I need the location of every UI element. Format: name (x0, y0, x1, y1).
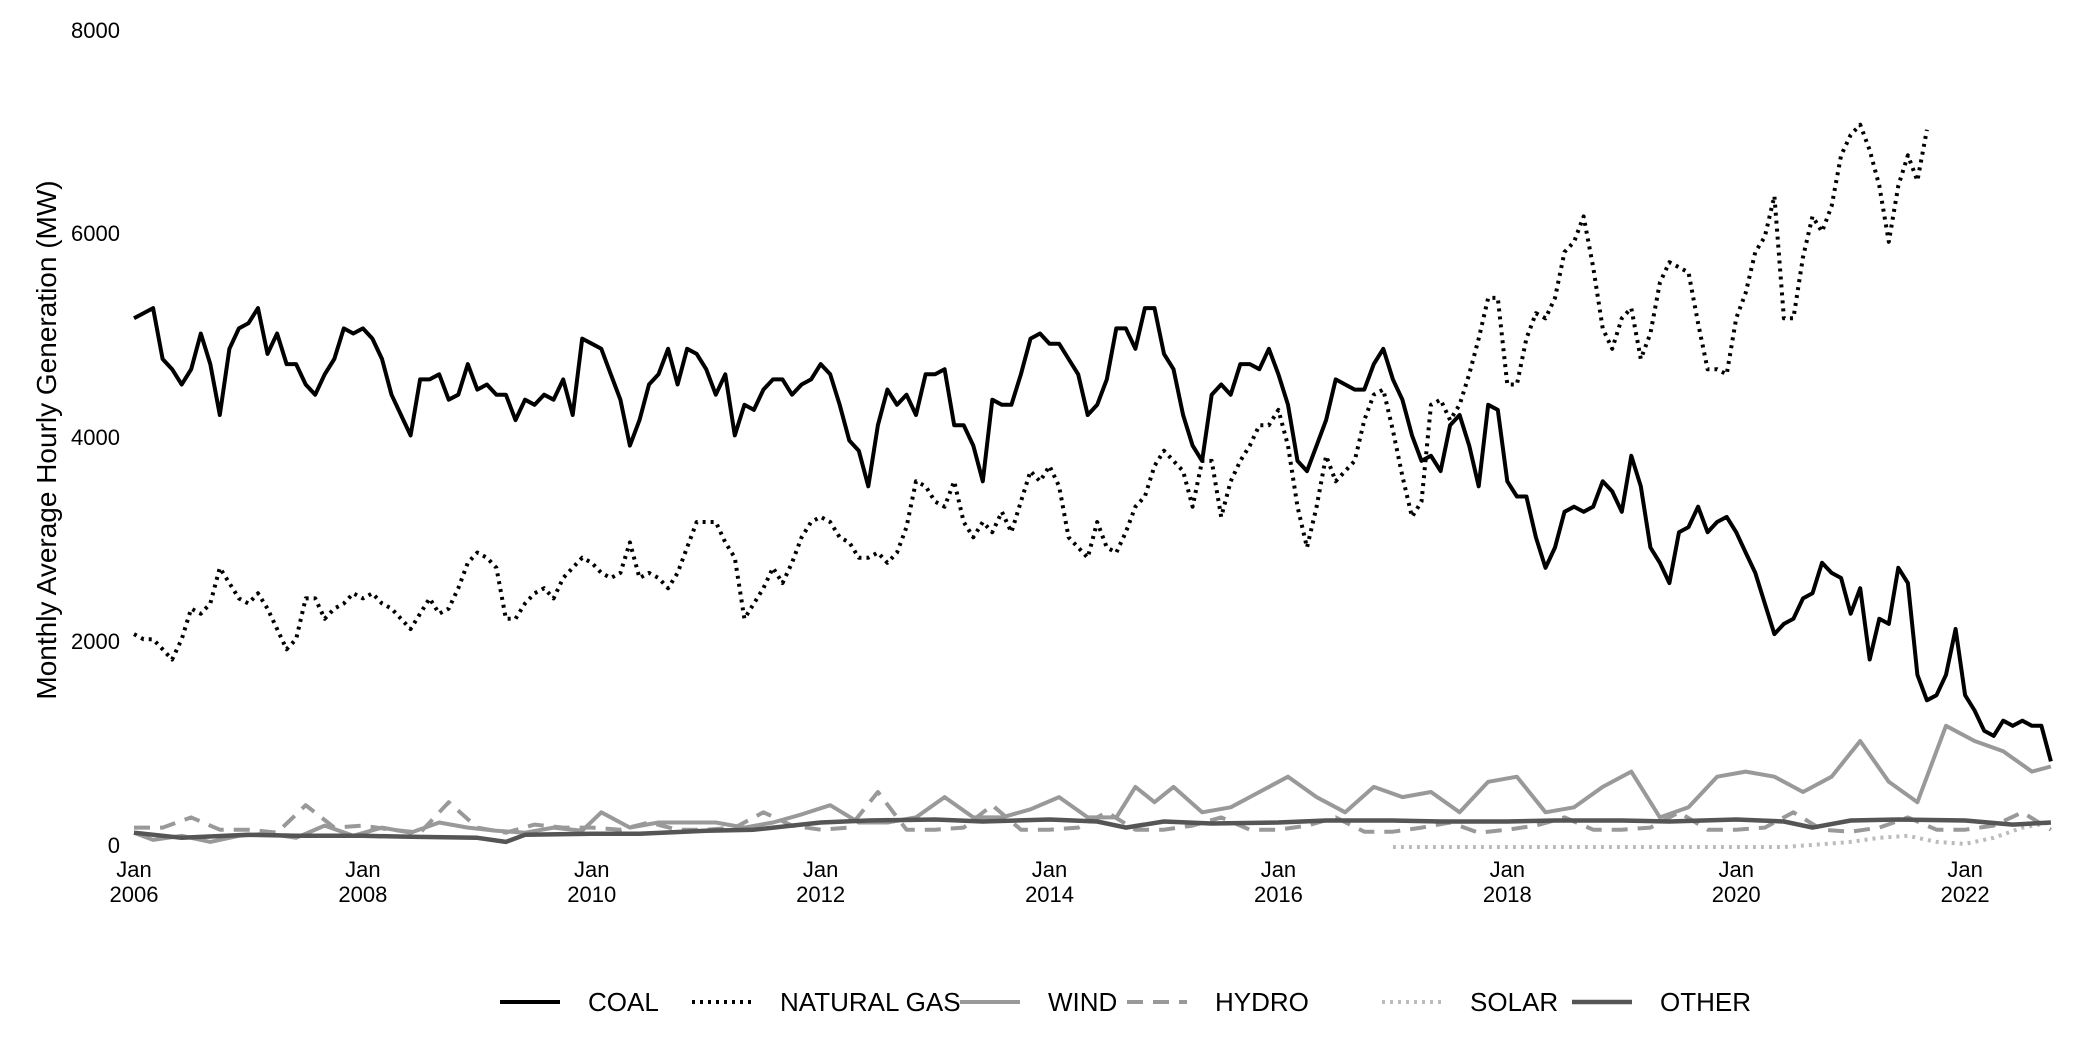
y-tick-label: 0 (108, 833, 120, 858)
series-line-solar (1392, 820, 2052, 849)
x-tick-year-label: 2012 (796, 882, 845, 907)
x-tick-month-label: Jan (116, 857, 151, 882)
series-line-coal (133, 306, 2053, 762)
x-tick-year-label: 2016 (1254, 882, 1303, 907)
x-tick-year-label: 2022 (1941, 882, 1990, 907)
legend: COAL NATURAL GAS WIND HYDRO SOLAR OTHER (500, 987, 1751, 1017)
series-line-other (133, 817, 2052, 845)
y-axis-title: Monthly Average Hourly Generation (MW) (31, 180, 62, 699)
x-tick-month-label: Jan (1490, 857, 1525, 882)
series-line-natural-gas (133, 122, 1929, 662)
y-tick-label: 4000 (71, 425, 120, 450)
x-tick-month-label: Jan (803, 857, 838, 882)
y-tick-label: 8000 (71, 18, 120, 43)
y-tick-label: 2000 (71, 629, 120, 654)
x-tick-year-label: 2020 (1712, 882, 1761, 907)
y-tick-label: 6000 (71, 221, 120, 246)
x-tick-month-label: Jan (1261, 857, 1296, 882)
x-axis: Jan2006Jan2008Jan2010Jan2012Jan2014Jan20… (110, 857, 1990, 907)
x-tick-month-label: Jan (1032, 857, 1067, 882)
series-layer (133, 122, 2053, 849)
series-line-hydro (134, 790, 2052, 835)
x-tick-year-label: 2006 (110, 882, 159, 907)
legend-label-other: OTHER (1660, 987, 1751, 1017)
legend-label-natural-gas: NATURAL GAS (780, 987, 961, 1017)
x-tick-year-label: 2014 (1025, 882, 1074, 907)
x-tick-year-label: 2018 (1483, 882, 1532, 907)
x-tick-month-label: Jan (345, 857, 380, 882)
series-line-wind (133, 723, 2052, 844)
legend-label-wind: WIND (1048, 987, 1117, 1017)
legend-label-solar: SOLAR (1470, 987, 1558, 1017)
x-tick-year-label: 2008 (338, 882, 387, 907)
x-tick-year-label: 2010 (567, 882, 616, 907)
x-tick-month-label: Jan (1947, 857, 1982, 882)
y-axis: 0 2000 4000 6000 8000 (71, 18, 120, 858)
legend-label-coal: COAL (588, 987, 659, 1017)
x-tick-month-label: Jan (574, 857, 609, 882)
legend-label-hydro: HYDRO (1215, 987, 1309, 1017)
x-tick-month-label: Jan (1718, 857, 1753, 882)
